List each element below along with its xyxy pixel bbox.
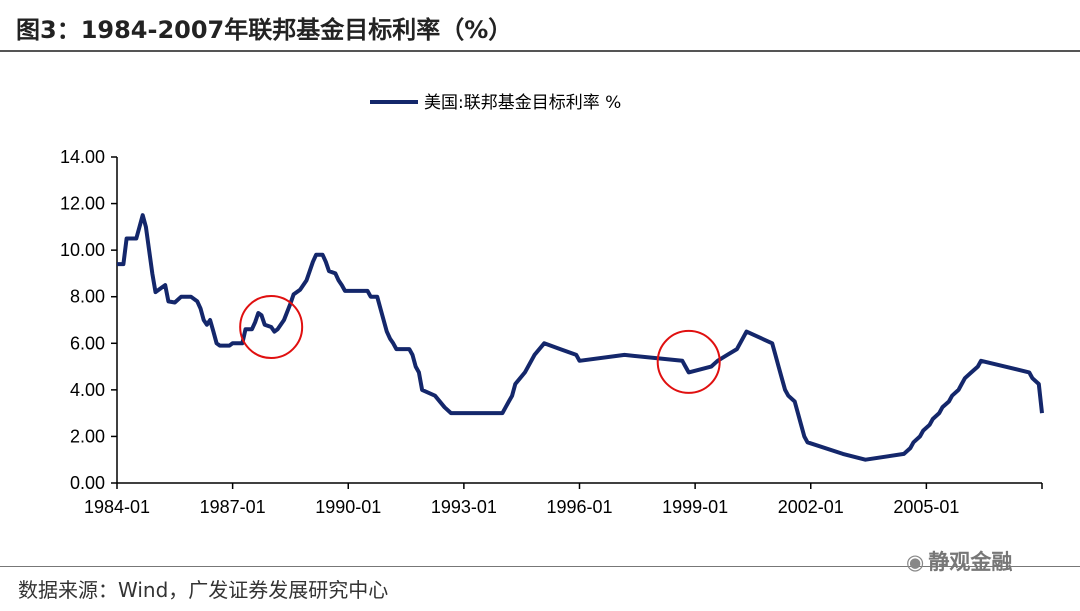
x-tick-label: 1996-01: [546, 497, 612, 517]
x-tick-label: 1990-01: [315, 497, 381, 517]
rate-chart: 美国:联邦基金目标利率 % 14.00 12.00 10.00 8.00 6.00 4.0…: [60, 93, 1044, 517]
watermark: ◉ 静观金融: [906, 546, 1012, 576]
x-tick-label: 1987-01: [200, 497, 266, 517]
highlight-circle: [239, 294, 304, 359]
y-tick-label: 14.00: [60, 147, 105, 167]
title-divider: [0, 50, 1080, 52]
x-tick-label: 1993-01: [431, 497, 497, 517]
highlight-layer: [239, 294, 721, 394]
legend-label: 美国:联邦基金目标利率 %: [424, 93, 621, 113]
y-tick-label: 2.00: [70, 426, 105, 446]
y-tick-label: 0.00: [70, 473, 105, 493]
x-tick-label: 2005-01: [893, 497, 959, 517]
x-tick-label: 1984-01: [84, 497, 150, 517]
x-tick-label: 2002-01: [778, 497, 844, 517]
source-note: 数据来源：Wind，广发证券发展研究中心: [18, 578, 389, 602]
chart-legend: 美国:联邦基金目标利率 %: [370, 93, 621, 113]
chart-axes: 14.00 12.00 10.00 8.00 6.00 4.00 2.00 0.00 1984-…: [60, 147, 1043, 517]
watermark-text: 静观金融: [928, 550, 1013, 574]
wechat-icon: ◉: [906, 550, 925, 574]
x-tick-label: 1999-01: [662, 497, 728, 517]
series-line: [117, 213, 1044, 462]
y-tick-label: 6.00: [70, 333, 105, 353]
y-tick-label: 12.00: [60, 194, 105, 214]
page-title: 图3：1984-2007年联邦基金目标利率（%）: [16, 16, 513, 44]
y-tick-label: 4.00: [70, 380, 105, 400]
footer-divider: [0, 566, 1080, 567]
highlight-circle: [656, 329, 721, 394]
y-tick-label: 8.00: [70, 287, 105, 307]
y-tick-label: 10.00: [60, 240, 105, 260]
series-layer: [117, 213, 1044, 462]
